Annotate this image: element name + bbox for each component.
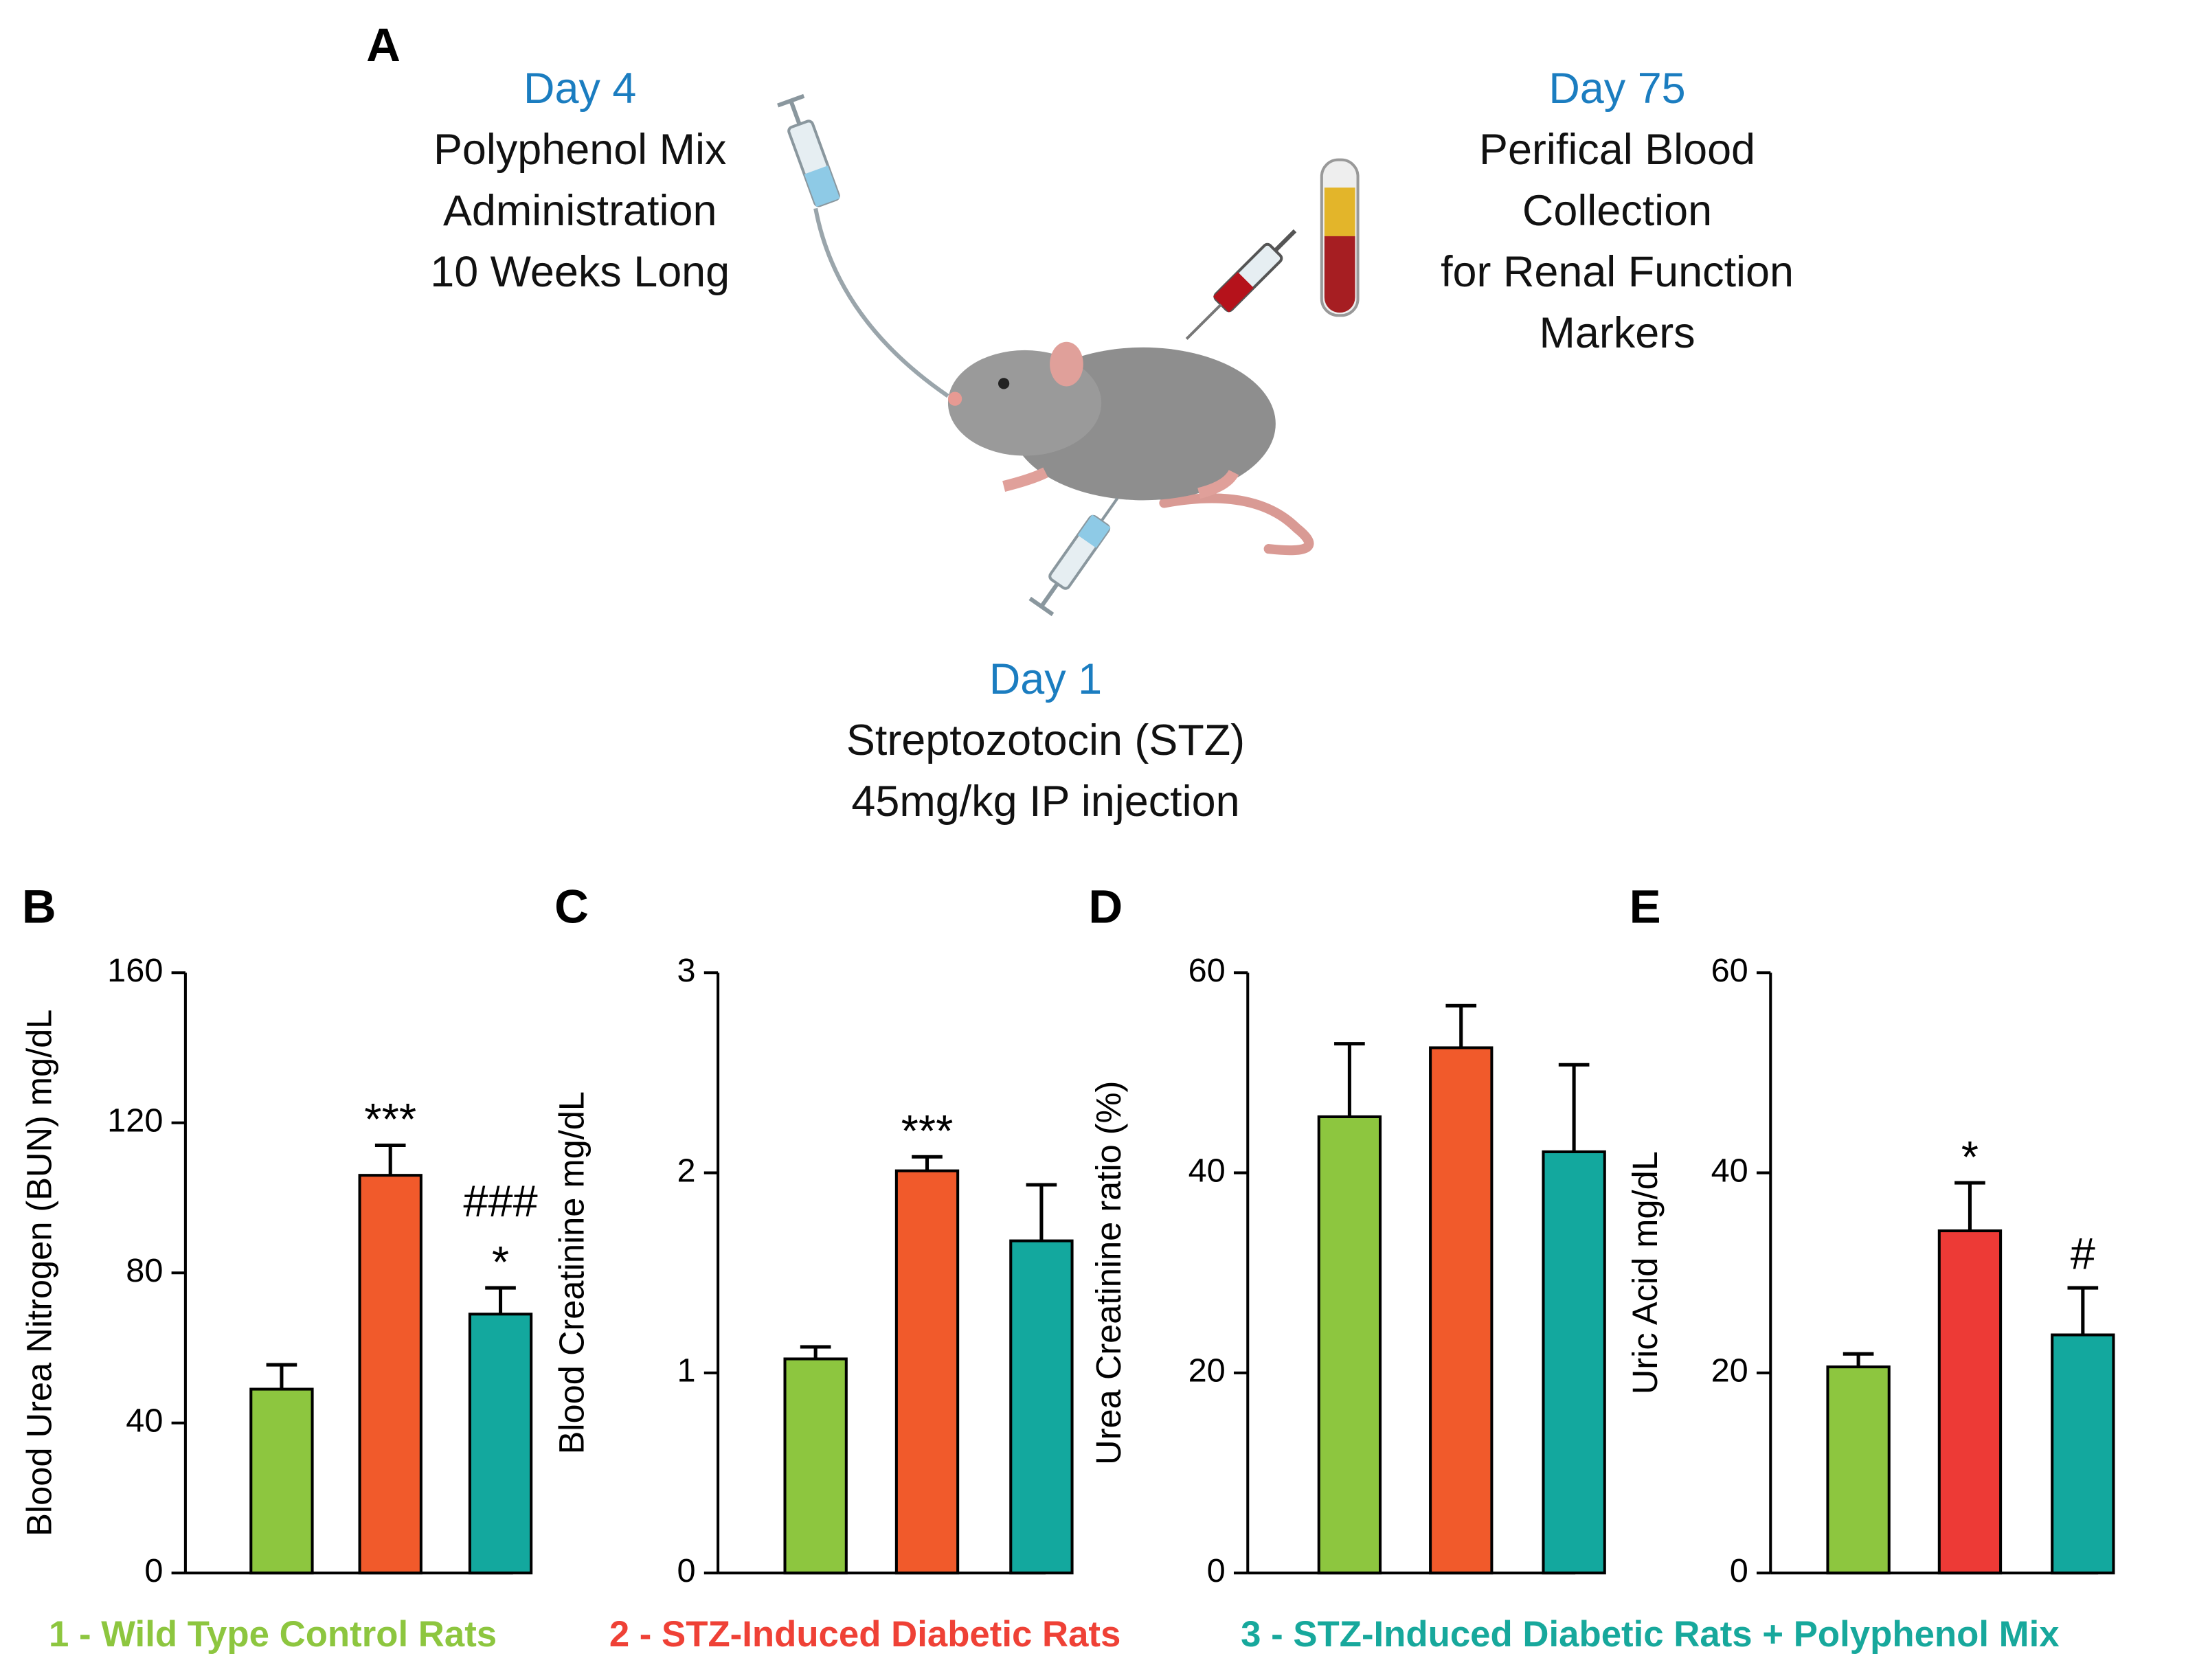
bar (783, 1357, 848, 1575)
step-text: Streptozotocin (STZ) (846, 716, 1245, 764)
step-text: Collection (1522, 187, 1712, 235)
legend-entry: 3 - STZ-Induced Diabetic Rats + Polyphen… (1241, 1614, 2060, 1655)
y-tick-label: 0 (1730, 1552, 1748, 1589)
significance-mark: * (1961, 1132, 1979, 1182)
legend-entry: 2 - STZ-Induced Diabetic Rats (609, 1614, 1121, 1655)
bar (358, 1174, 422, 1575)
significance-mark: ### (463, 1176, 537, 1226)
step-text: Perifical Blood (1479, 126, 1755, 174)
bar (1937, 1229, 2003, 1575)
y-tick-label: 0 (1207, 1552, 1226, 1589)
tube (813, 207, 949, 398)
y-tick-label: 160 (107, 952, 163, 989)
panel-label: D (1088, 880, 1123, 933)
step-text: 45mg/kg IP injection (851, 777, 1239, 826)
legend-entry: 1 - Wild Type Control Rats (49, 1614, 497, 1655)
step-day: Day 4 (523, 65, 636, 113)
panel-label: B (22, 880, 56, 933)
y-tick-label: 40 (1188, 1152, 1226, 1189)
y-tick-label: 60 (1188, 952, 1226, 989)
y-tick-label: 3 (677, 952, 696, 989)
significance-mark: *** (364, 1094, 416, 1144)
significance-mark: # (2071, 1229, 2095, 1279)
blood-tube (1320, 158, 1360, 317)
bar (1542, 1150, 1606, 1575)
y-tick-label: 2 (677, 1152, 696, 1189)
y-tick-label: 20 (1711, 1352, 1748, 1389)
rat (947, 341, 1314, 556)
panel-label: C (554, 880, 589, 933)
bar (1826, 1365, 1891, 1575)
syringe-top (777, 93, 840, 207)
bar (1429, 1046, 1494, 1575)
step-text: Administration (443, 187, 717, 235)
y-tick-label: 120 (107, 1102, 163, 1139)
bar (249, 1387, 314, 1575)
y-axis-label: Blood Urea Nitrogen (BUN) mg/dL (19, 1010, 58, 1536)
y-tick-label: 1 (677, 1352, 696, 1389)
y-tick-label: 60 (1711, 952, 1748, 989)
step-day: Day 1 (989, 655, 1102, 703)
y-tick-label: 0 (144, 1552, 163, 1589)
bar (1317, 1115, 1382, 1575)
y-tick-label: 20 (1188, 1352, 1226, 1389)
y-tick-label: 0 (677, 1552, 696, 1589)
bar (1009, 1239, 1074, 1575)
step-text: Markers (1539, 309, 1695, 357)
step-text: 10 Weeks Long (430, 248, 730, 296)
y-axis-label: Urea Creatinine ratio (%) (1089, 1081, 1128, 1465)
step-text: Polyphenol Mix (433, 126, 726, 174)
significance-mark: * (492, 1237, 509, 1287)
syringe-bottom (1028, 497, 1119, 617)
y-tick-label: 40 (126, 1403, 163, 1440)
illustration (777, 93, 1360, 617)
y-axis-label: Uric Acid mg/dL (1625, 1151, 1665, 1394)
panel-label: E (1630, 880, 1661, 933)
y-axis-label: Blood Creatinine mg/dL (552, 1091, 591, 1454)
y-tick-label: 80 (126, 1252, 163, 1289)
syringe-blood (1185, 229, 1297, 340)
panel-label: A (366, 19, 401, 71)
bar (2051, 1333, 2115, 1575)
step-day: Day 75 (1548, 65, 1685, 113)
bar (468, 1313, 533, 1575)
y-tick-label: 40 (1711, 1152, 1748, 1189)
bar (894, 1169, 960, 1575)
step-text: for Renal Function (1441, 248, 1794, 296)
significance-mark: *** (901, 1106, 954, 1156)
